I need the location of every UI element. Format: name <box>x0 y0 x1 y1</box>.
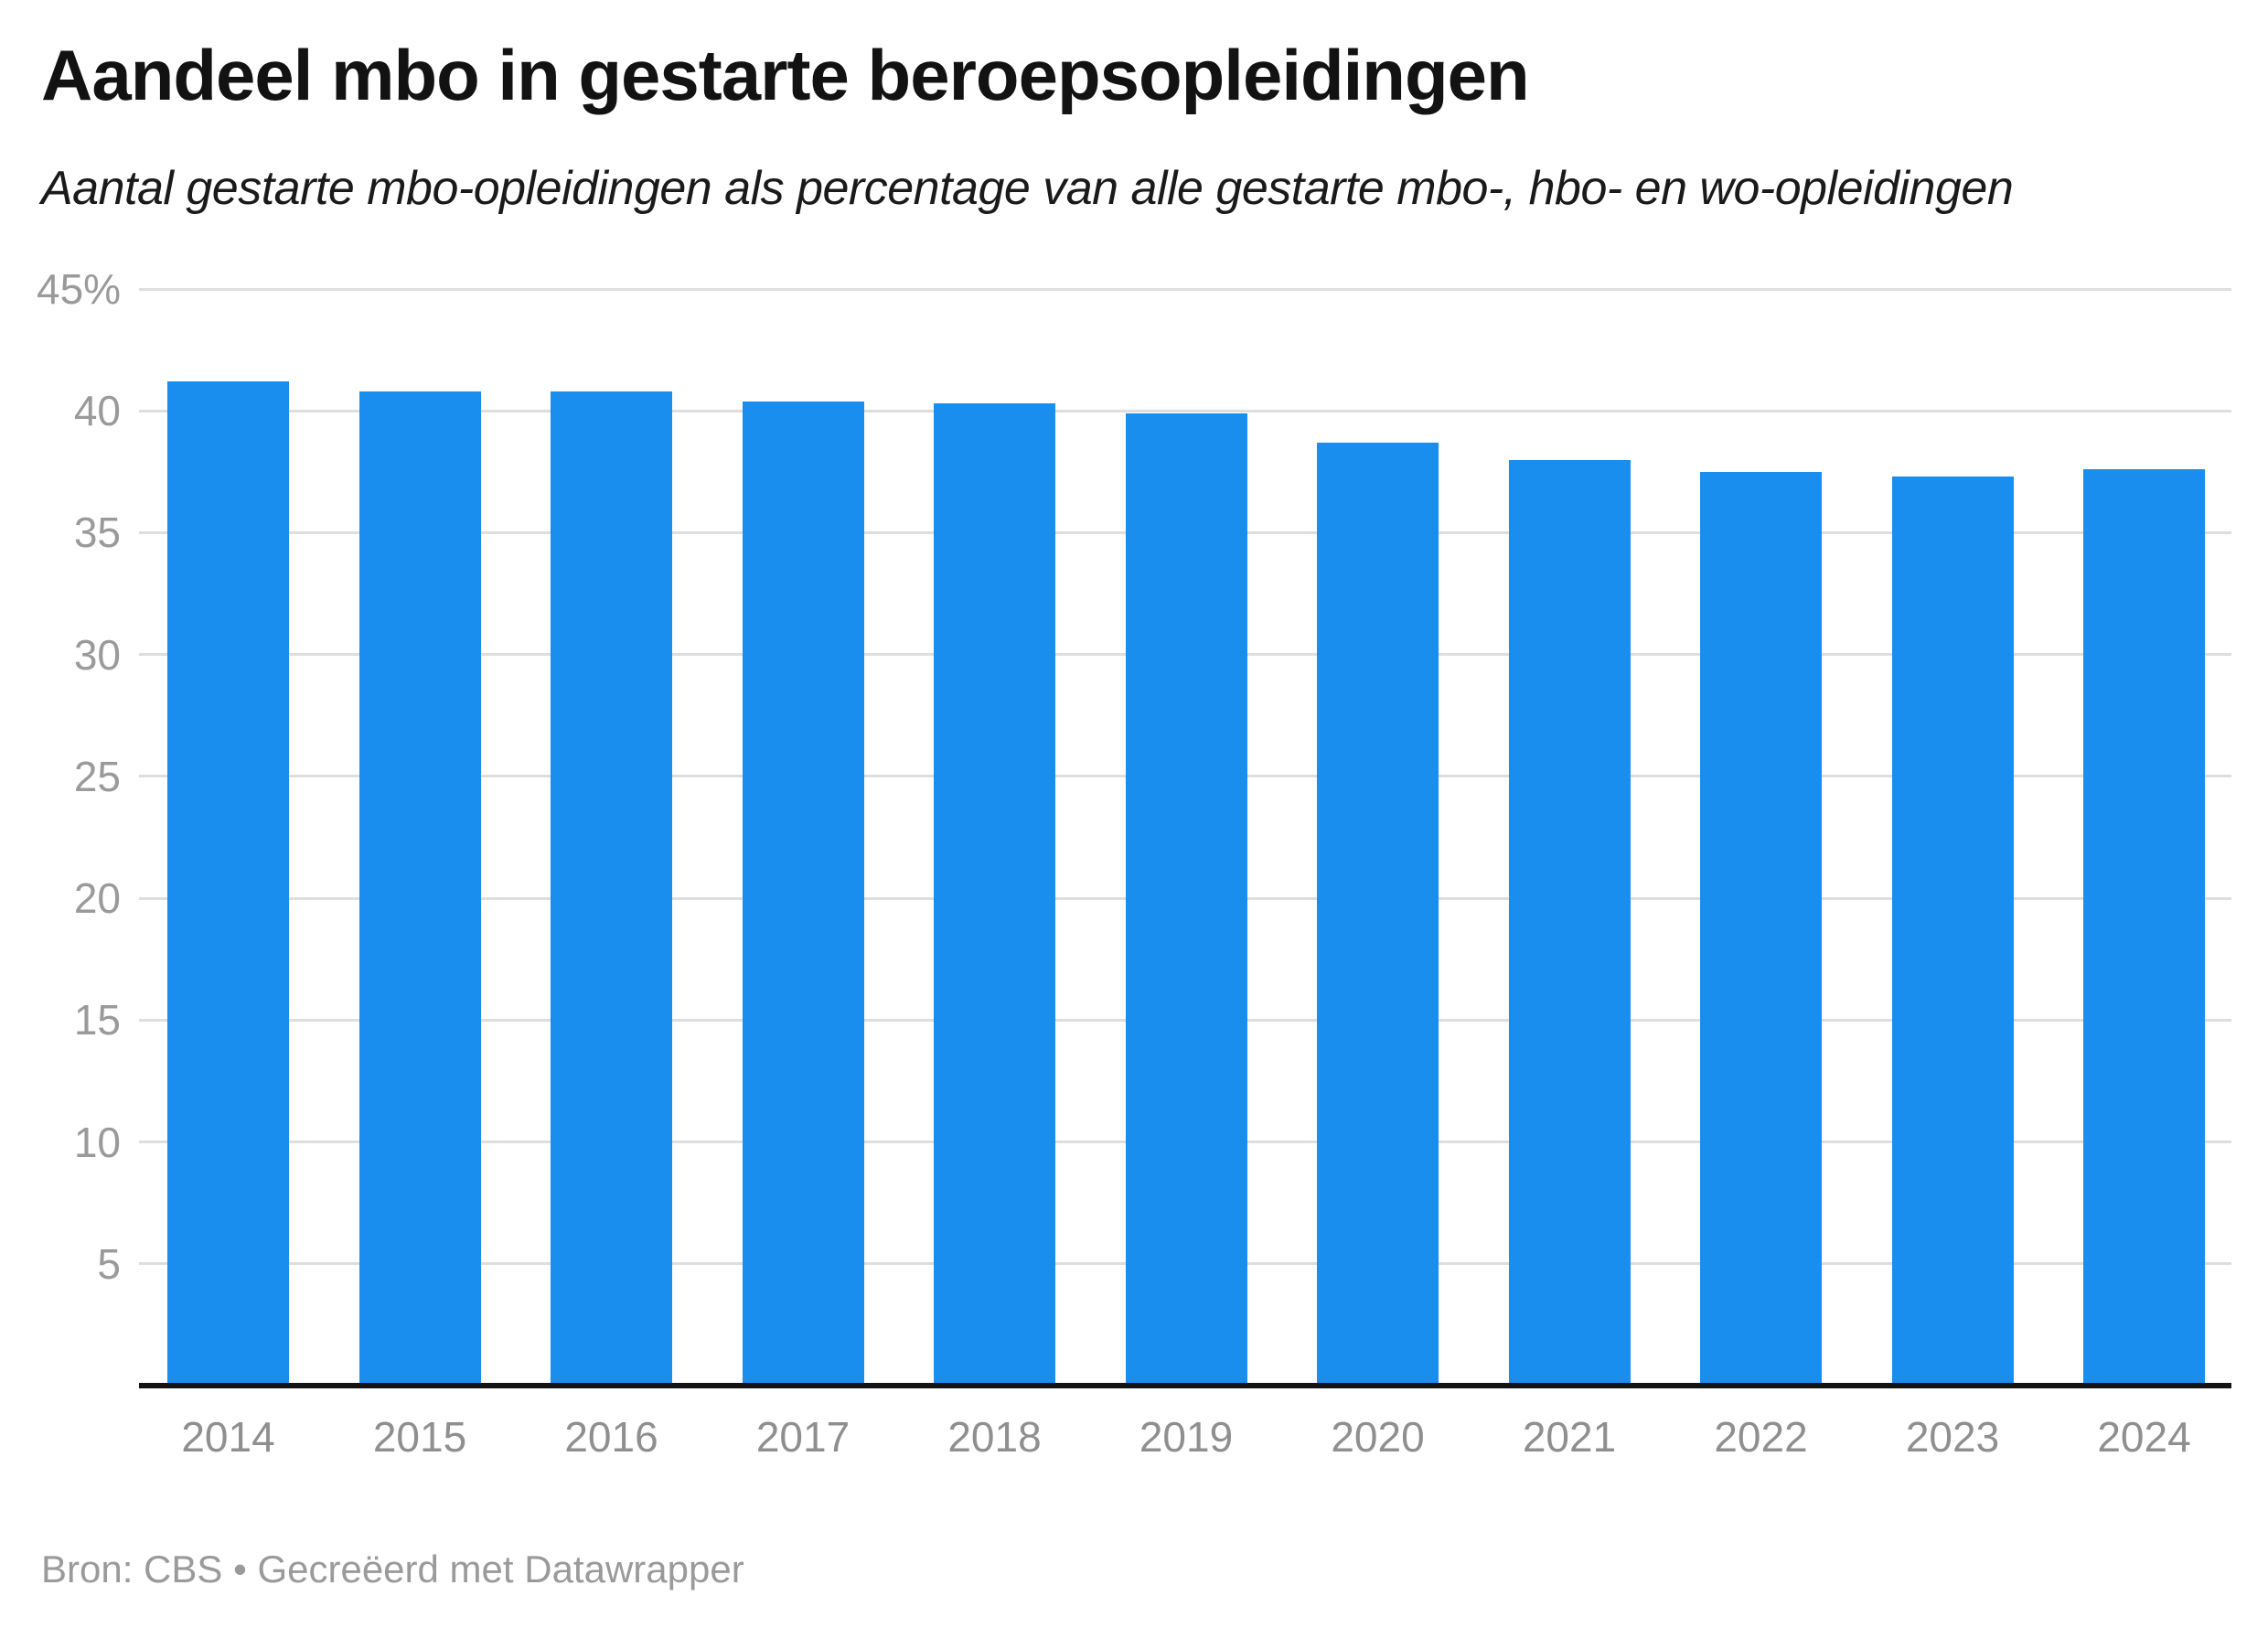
y-axis-tick-label-45: 45% <box>37 265 122 313</box>
y-axis-tick-label-20: 20 <box>73 874 121 923</box>
x-axis-label-2020: 2020 <box>1331 1413 1425 1461</box>
x-axis-label-2021: 2021 <box>1522 1413 1617 1461</box>
bar-2018[interactable] <box>934 403 1055 1386</box>
bar-2014[interactable] <box>167 381 289 1386</box>
bar-2019[interactable] <box>1125 412 1247 1386</box>
bar-2023[interactable] <box>1891 477 2014 1386</box>
y-axis-tick-label-40: 40 <box>73 387 121 435</box>
source-line: Bron: CBS • Gecreëerd met Datawrapper <box>41 1548 744 1591</box>
x-axis-label-2024: 2024 <box>2097 1413 2191 1461</box>
x-axis-label-2014: 2014 <box>181 1413 275 1461</box>
bar-2020[interactable] <box>1317 442 1439 1386</box>
x-axis-label-2023: 2023 <box>1905 1413 2000 1461</box>
y-axis-tick-label-10: 10 <box>73 1118 121 1166</box>
y-axis: 45% 40 35 30 25 20 15 10 5 <box>37 268 121 1386</box>
bar-2017[interactable] <box>742 401 864 1386</box>
x-axis-label-2017: 2017 <box>755 1413 850 1461</box>
y-axis-tick-label-15: 15 <box>73 996 121 1044</box>
bar-2021[interactable] <box>1508 459 1631 1386</box>
gridline-40 <box>139 409 2231 412</box>
bar-2015[interactable] <box>358 391 481 1386</box>
chart-title: Aandeel mbo in gestarte beroepsopleiding… <box>41 35 1530 115</box>
x-axis-label-2015: 2015 <box>372 1413 467 1461</box>
y-axis-tick-label-35: 35 <box>73 509 121 557</box>
x-axis-label-2018: 2018 <box>947 1413 1042 1461</box>
y-axis-tick-label-30: 30 <box>73 630 121 679</box>
gridline-45 <box>139 287 2231 291</box>
bar-2016[interactable] <box>551 391 672 1386</box>
x-axis-label-2019: 2019 <box>1139 1413 1234 1461</box>
bar-2024[interactable] <box>2083 469 2205 1386</box>
chart-subtitle: Aantal gestarte mbo-opleidingen als perc… <box>41 162 2014 215</box>
x-axis-label-2022: 2022 <box>1714 1413 1808 1461</box>
bar-2022[interactable] <box>1700 471 1822 1386</box>
x-axis-baseline <box>139 1383 2231 1388</box>
plot-area <box>139 287 2231 1388</box>
y-axis-tick-label-5: 5 <box>97 1239 121 1288</box>
y-axis-tick-label-25: 25 <box>73 752 121 800</box>
x-axis-label-2016: 2016 <box>564 1413 658 1461</box>
x-axis: 2014 2015 2016 2017 2018 2019 2020 2021 2022 2023… <box>139 1411 2231 1466</box>
